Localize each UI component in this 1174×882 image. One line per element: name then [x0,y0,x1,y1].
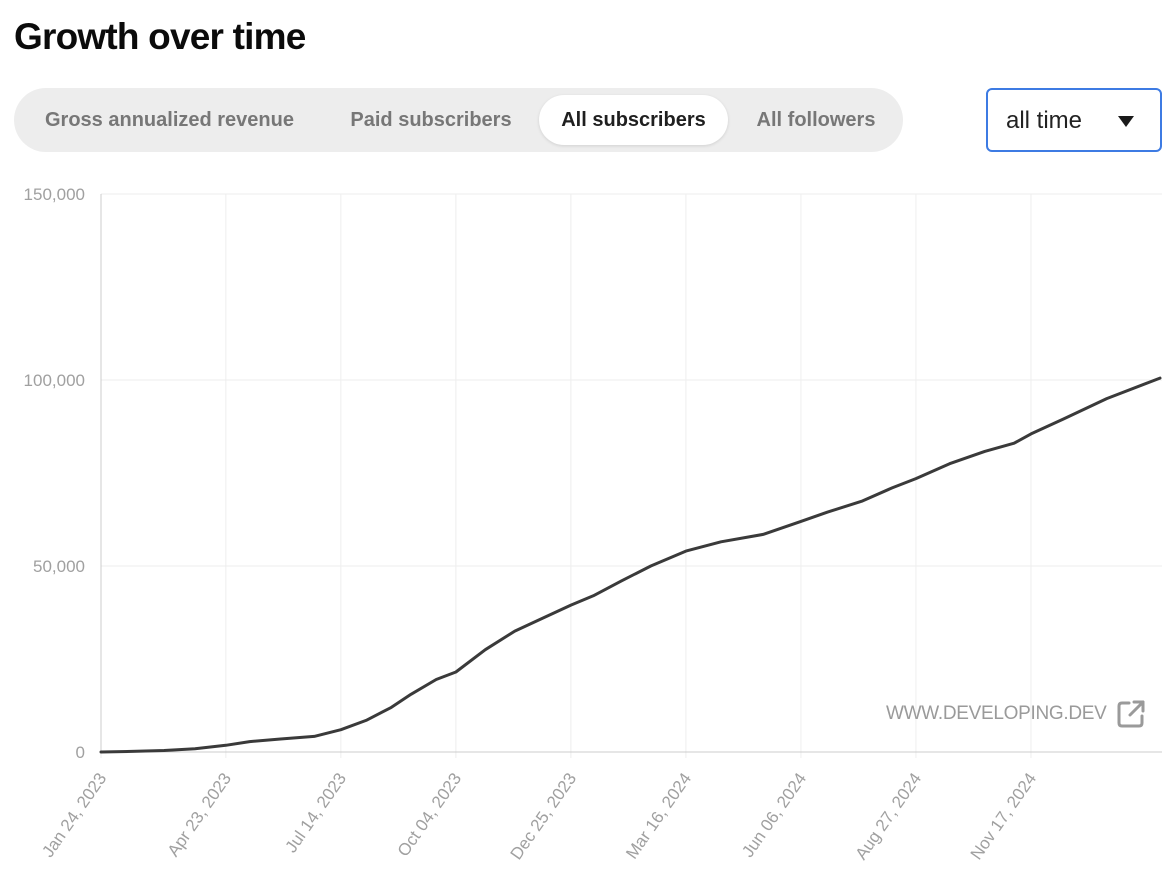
external-link-icon [1117,700,1145,728]
y-tick-label: 0 [76,743,85,762]
watermark-text: WWW.DEVELOPING.DEV [886,703,1107,724]
y-tick-label: 100,000 [24,371,85,390]
y-tick-label: 150,000 [24,185,85,204]
x-tick-label: Dec 25, 2023 [507,769,581,863]
watermark-link[interactable]: WWW.DEVELOPING.DEV [886,694,1147,734]
y-tick-labels: 0 50,000 100,000 150,000 [24,185,85,762]
x-tick-label: Oct 04, 2023 [394,769,465,860]
x-tick-label: Apr 23, 2023 [164,769,235,860]
series-layer [99,376,1162,754]
axes [100,194,1162,753]
page-title: Growth over time [14,16,306,57]
x-tick-label: Jul 14, 2023 [281,769,350,856]
series-line-all-subscribers [99,376,1162,754]
x-tick-label: Aug 27, 2024 [852,769,926,863]
x-tick-labels: Jan 24, 2023 Apr 23, 2023 Jul 14, 2023 Oct … [38,769,1040,863]
y-tick-label: 50,000 [33,557,85,576]
x-tick-label: Jan 24, 2023 [38,769,110,860]
caret-down-icon [1118,116,1134,127]
x-tick-label: Jun 06, 2024 [738,769,810,860]
grid-lines [100,193,1162,758]
tab-all-subscribers[interactable]: All subscribers [539,95,728,145]
metric-tab-group: Gross annualized revenue Paid subscriber… [14,88,903,152]
time-range-select[interactable]: all time [986,88,1162,152]
x-tick-label: Nov 17, 2024 [967,769,1041,863]
time-range-value: all time [1006,107,1083,134]
tab-all-followers[interactable]: All followers [756,109,876,131]
tab-paid-subscribers[interactable]: Paid subscribers [350,109,512,131]
x-tick-label: Mar 16, 2024 [622,769,695,862]
tab-gross-annualized-revenue[interactable]: Gross annualized revenue [45,109,294,131]
